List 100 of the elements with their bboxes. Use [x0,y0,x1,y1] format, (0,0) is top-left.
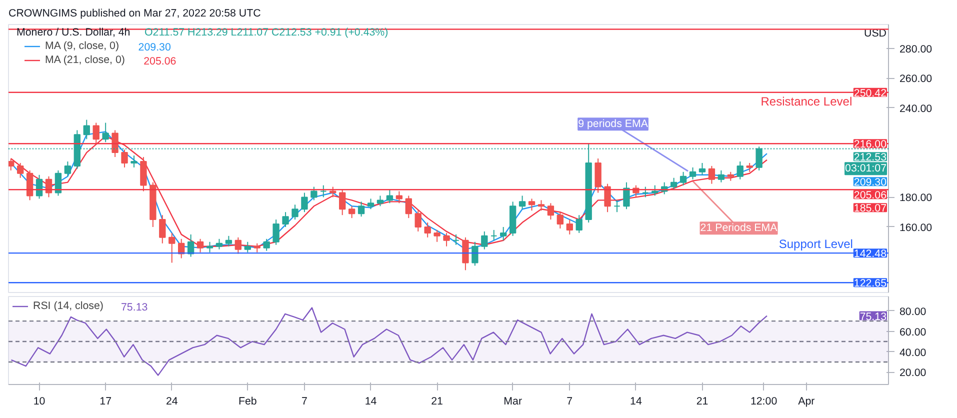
candlestick [168,232,176,264]
y-tick-label: 40.00 [900,346,926,359]
candlestick [225,235,232,247]
x-tick-label: Mar [504,396,522,408]
candlestick [26,170,34,201]
candlestick [64,160,72,177]
candlestick [121,149,128,168]
candlestick [414,210,422,232]
candlestick [538,200,545,212]
candlestick [178,238,185,259]
annotation: 9 periods EMA [578,118,649,130]
annotation: 03:01:07 [845,162,887,175]
candlestick [358,201,365,218]
annotation: 205.06 [144,56,176,68]
candlestick [140,156,147,192]
candlestick [556,212,564,229]
candlestick [452,234,460,246]
y-tick-label: 160.00 [900,222,932,234]
x-tick-label: 21 [696,396,708,408]
candlestick [462,236,469,271]
x-tick-label: 7 [302,396,308,408]
y-tick-label: 20.00 [900,367,926,380]
candlestick [594,158,602,194]
candlestick [16,162,24,178]
x-tick-label: 14 [630,396,642,408]
candlestick [206,241,214,253]
candlestick [434,229,440,242]
candlestick [528,198,536,212]
candlestick [424,222,431,238]
candlestick [102,122,109,143]
candlestick [698,162,706,176]
candlestick [518,195,526,210]
candlestick [547,202,554,220]
y-tick-label: 280.00 [900,43,932,56]
candlestick [642,186,649,198]
candlestick [689,166,696,180]
candlestick [376,195,384,207]
ref-line-label: 250.42 [854,87,887,100]
candlestick [8,158,14,171]
candlestick [272,219,280,246]
candlestick [708,165,716,184]
text: 205.06 [854,190,886,202]
ref-line-label: 216.00 [854,138,887,151]
candlestick [623,182,630,210]
text: 209.30 [854,176,886,189]
text: 75.13 [860,310,887,323]
candlestick [112,130,118,158]
annotation: 75.13 [121,302,148,314]
ref-line-label: 185.07 [854,202,887,215]
chart-title: Monero / U.S. Dollar, 4h [16,26,130,38]
annotation: Support Level [778,237,853,252]
ref-line-label: 122.65 [854,278,887,290]
candlestick [680,171,687,186]
candlestick [348,206,356,219]
candlestick [234,236,242,254]
candlestick [320,184,327,198]
candlestick [386,189,394,204]
text: CROWNGIMS published on Mar 27, 2022 20:58 UTC [8,8,262,20]
candlestick [500,226,507,241]
annotation: 21 Periods EMA [700,222,778,234]
candlestick [244,241,251,253]
annotation: Resistance Level [760,94,852,108]
candlestick [614,200,620,213]
candlestick [670,177,678,190]
candlestick [736,160,744,180]
x-tick-label: 7 [566,396,573,408]
y-tick-label: 60.00 [900,326,926,338]
candlestick [339,189,346,216]
y-tick-label: 260.00 [900,73,932,86]
candlestick [310,186,318,201]
legend-label: RSI (14, close) [33,300,104,312]
x-tick-label: 17 [100,396,112,408]
y-tick-label: 180.00 [900,192,932,204]
candlestick [718,170,725,183]
candlestick [367,198,374,210]
candlestick [396,190,403,204]
candlestick [83,119,90,140]
ref-line-label: 142.48 [854,248,887,260]
candlestick [282,212,289,228]
candlestick [490,229,498,241]
candlestick [263,238,270,252]
candlestick [301,192,308,213]
candlestick [481,230,488,250]
annotation: 209.30 [138,42,171,54]
x-tick-label: 12:00 [750,396,778,408]
candlestick [566,219,573,235]
candlestick [405,195,412,219]
legend-label: MA (21, close, 0) [45,54,125,66]
x-tick-label: Apr [798,396,816,408]
candlestick [216,238,223,250]
candlestick [604,183,611,213]
candlestick [576,214,582,234]
chart-subtitle: O211.57 H213.29 L211.07 C212.53 +0.91 (+0.43%) [144,26,388,38]
x-tick-label: 24 [166,396,178,408]
ref-line-label: 212.53 [854,152,887,164]
x-tick-label: 14 [364,396,377,408]
candlestick [130,155,138,168]
y-tick-label: 80.00 [900,306,926,318]
candlestick [187,234,194,258]
candlestick [92,122,100,144]
